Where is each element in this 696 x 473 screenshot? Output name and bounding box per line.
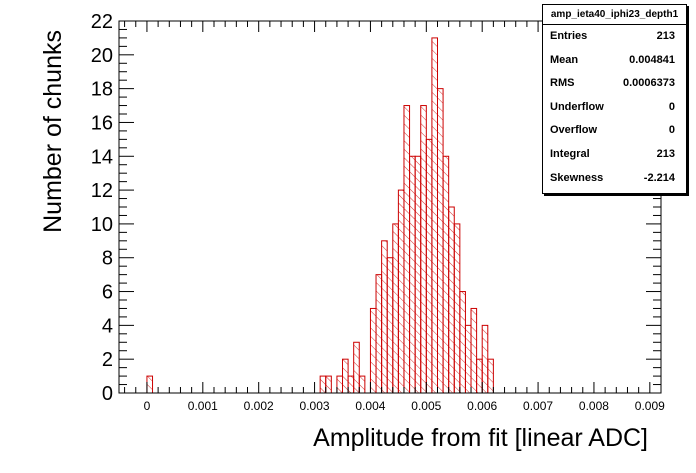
histogram-bar <box>347 375 355 394</box>
stats-value: 0 <box>668 100 675 113</box>
x-tick-label: 0.003 <box>300 399 330 413</box>
histogram-bar <box>420 105 427 394</box>
histogram-bar <box>369 307 377 394</box>
stats-row-rms: RMS 0.0006373 <box>543 72 686 96</box>
y-tick-label: 10 <box>91 214 113 236</box>
histogram-bar <box>353 341 360 394</box>
stats-row-overflow: Overflow 0 <box>543 119 686 143</box>
y-tick-label: 18 <box>91 79 113 101</box>
stats-value: 0.004841 <box>629 53 675 66</box>
histogram-bar <box>358 375 366 394</box>
x-axis-label: Amplitude from fit [linear ADC] <box>313 424 648 452</box>
histogram-bar <box>459 291 466 394</box>
stats-label: Mean <box>550 53 579 66</box>
x-tick-label: 0.005 <box>411 399 441 413</box>
x-tick-label: 0.006 <box>467 399 497 413</box>
histogram-bar <box>476 358 483 394</box>
stats-value: 213 <box>656 147 675 160</box>
histogram-bar <box>325 375 332 394</box>
stats-value: 213 <box>656 30 675 42</box>
y-tick-label: 22 <box>91 11 113 33</box>
histogram-bar <box>392 223 399 394</box>
histogram-bar <box>342 358 349 394</box>
y-tick-label: 8 <box>102 248 113 270</box>
stats-row-integral: Integral 213 <box>543 143 686 167</box>
y-tick-label: 16 <box>91 112 113 134</box>
stats-label: Overflow <box>550 124 598 137</box>
stats-row-entries: Entries 213 <box>543 25 686 49</box>
stats-row-mean: Mean 0.004841 <box>543 49 686 73</box>
stats-row-skewness: Skewness -2.214 <box>543 167 686 191</box>
histogram-bar <box>319 375 327 394</box>
histogram-bar <box>386 257 394 394</box>
stats-title: amp_ieta40_iphi23_depth1 <box>543 5 686 25</box>
x-tick-label: 0.001 <box>188 399 218 413</box>
histogram-bar <box>487 358 494 394</box>
x-tick-label: 0.009 <box>635 399 665 413</box>
x-tick-label: 0 <box>144 399 151 413</box>
stats-box: amp_ieta40_iphi23_depth1 Entries 213 Mean 0… <box>542 4 687 194</box>
x-tick-label: 0.004 <box>355 399 385 413</box>
histogram-bars <box>146 37 494 394</box>
stats-row-underflow: Underflow 0 <box>543 96 686 120</box>
y-axis-label: Number of chunks <box>39 30 67 233</box>
stats-value: 0.0006373 <box>623 77 675 90</box>
x-tick-label: 0.007 <box>523 399 553 413</box>
x-tick-label: 0.008 <box>579 399 609 413</box>
histogram-bar <box>414 155 422 394</box>
histogram-bar <box>442 155 450 394</box>
stats-label: Integral <box>550 147 590 160</box>
histogram-bar <box>146 375 154 394</box>
histogram-bar <box>464 324 472 394</box>
x-tick-label: 0.002 <box>244 399 274 413</box>
stats-label: Entries <box>550 30 588 42</box>
histogram-bar <box>448 206 455 394</box>
y-tick-label: 12 <box>91 180 113 202</box>
stats-label: Underflow <box>550 100 604 113</box>
histogram-bar <box>336 375 344 394</box>
y-tick-label: 14 <box>91 146 113 168</box>
histogram-bar <box>403 105 411 394</box>
histogram-bar <box>425 138 433 394</box>
y-tick-label: 2 <box>102 349 113 371</box>
histogram-bar <box>409 155 416 394</box>
histogram-bar <box>453 223 461 394</box>
stats-label: RMS <box>550 77 575 90</box>
stats-value: -2.214 <box>643 171 675 184</box>
histogram-bar <box>381 240 388 394</box>
histogram-bar <box>436 88 444 394</box>
y-tick-label: 20 <box>91 45 113 67</box>
stats-value: 0 <box>668 124 675 137</box>
y-tick-label: 6 <box>102 282 113 304</box>
y-tick-label: 4 <box>102 315 113 337</box>
histogram-bar <box>397 189 405 394</box>
histogram-bar <box>481 324 489 394</box>
stats-label: Skewness <box>550 171 604 184</box>
y-tick-label: 0 <box>102 383 113 405</box>
histogram-bar <box>375 274 383 394</box>
histogram-bar <box>470 307 478 394</box>
histogram-bar <box>431 37 439 394</box>
